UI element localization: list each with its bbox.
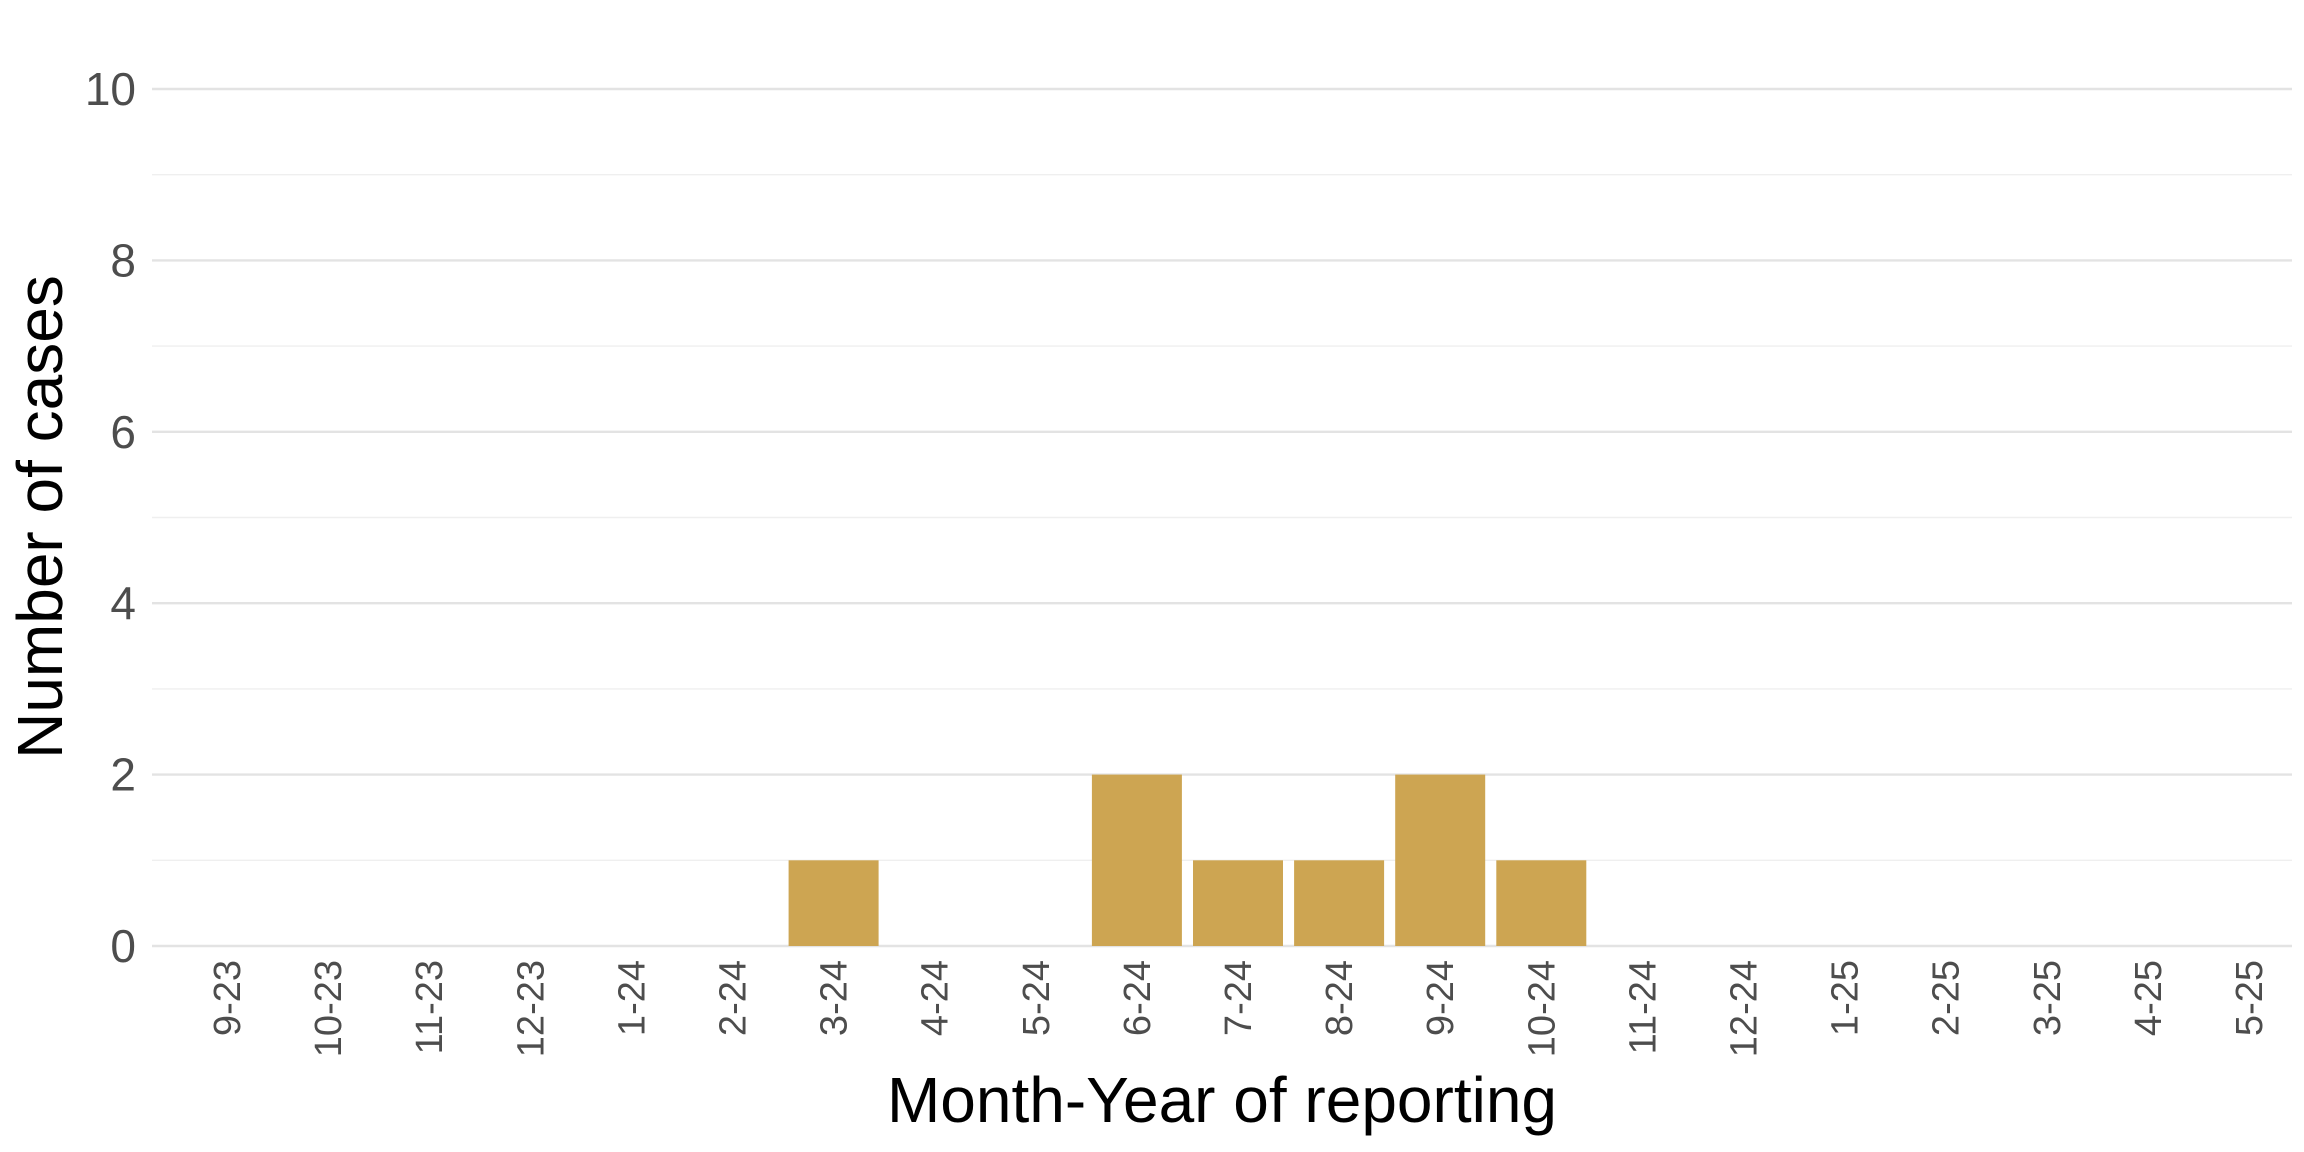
x-tick-label: 3-24 bbox=[814, 960, 856, 1036]
bar-9-24 bbox=[1395, 774, 1486, 946]
x-tick-label: 5-25 bbox=[2229, 960, 2271, 1036]
x-tick-label: 2-25 bbox=[1926, 960, 1968, 1036]
bar-8-24 bbox=[1294, 860, 1385, 946]
y-tick-label: 10 bbox=[85, 63, 136, 115]
grid-lines bbox=[152, 87, 2292, 948]
x-axis-title: Month-Year of reporting bbox=[887, 1064, 1557, 1136]
x-tick-label: 10-23 bbox=[308, 960, 350, 1057]
x-tick-label: 10-24 bbox=[1521, 960, 1563, 1057]
bars bbox=[788, 774, 1587, 946]
x-tick-label: 9-23 bbox=[207, 960, 249, 1036]
bar-10-24 bbox=[1496, 860, 1587, 946]
x-tick-label: 12-24 bbox=[1724, 960, 1766, 1057]
x-tick-label: 3-25 bbox=[2027, 960, 2069, 1036]
x-tick-label: 5-24 bbox=[1016, 960, 1058, 1036]
y-tick-label: 2 bbox=[110, 749, 136, 801]
x-axis-ticks: 9-23 10-23 11-23 12-23 1-24 2-24 3-24 4-24 5-24 6… bbox=[207, 960, 2271, 1057]
x-tick-label: 8-24 bbox=[1319, 960, 1361, 1036]
x-tick-label: 11-24 bbox=[1622, 960, 1664, 1054]
x-tick-label: 9-24 bbox=[1420, 960, 1462, 1036]
bar-7-24 bbox=[1193, 860, 1283, 946]
y-tick-label: 6 bbox=[110, 406, 136, 458]
x-tick-label: 7-24 bbox=[1218, 960, 1260, 1036]
x-tick-label: 4-24 bbox=[915, 960, 957, 1036]
y-tick-label: 8 bbox=[110, 234, 136, 286]
x-tick-label: 6-24 bbox=[1117, 960, 1159, 1036]
x-tick-label: 2-24 bbox=[713, 960, 755, 1036]
bar-6-24 bbox=[1091, 774, 1182, 946]
y-tick-label: 0 bbox=[110, 920, 136, 972]
x-tick-label: 11-23 bbox=[409, 960, 451, 1054]
y-axis-ticks: 0 2 4 6 8 10 bbox=[85, 63, 136, 972]
y-tick-label: 4 bbox=[110, 577, 136, 629]
x-tick-label: 1-24 bbox=[611, 960, 653, 1036]
y-axis-title: Number of cases bbox=[4, 275, 76, 759]
x-tick-label: 4-25 bbox=[2128, 960, 2170, 1036]
x-tick-label: 12-23 bbox=[510, 960, 552, 1057]
x-tick-label: 1-25 bbox=[1825, 960, 1867, 1036]
bar-3-24 bbox=[788, 860, 879, 946]
